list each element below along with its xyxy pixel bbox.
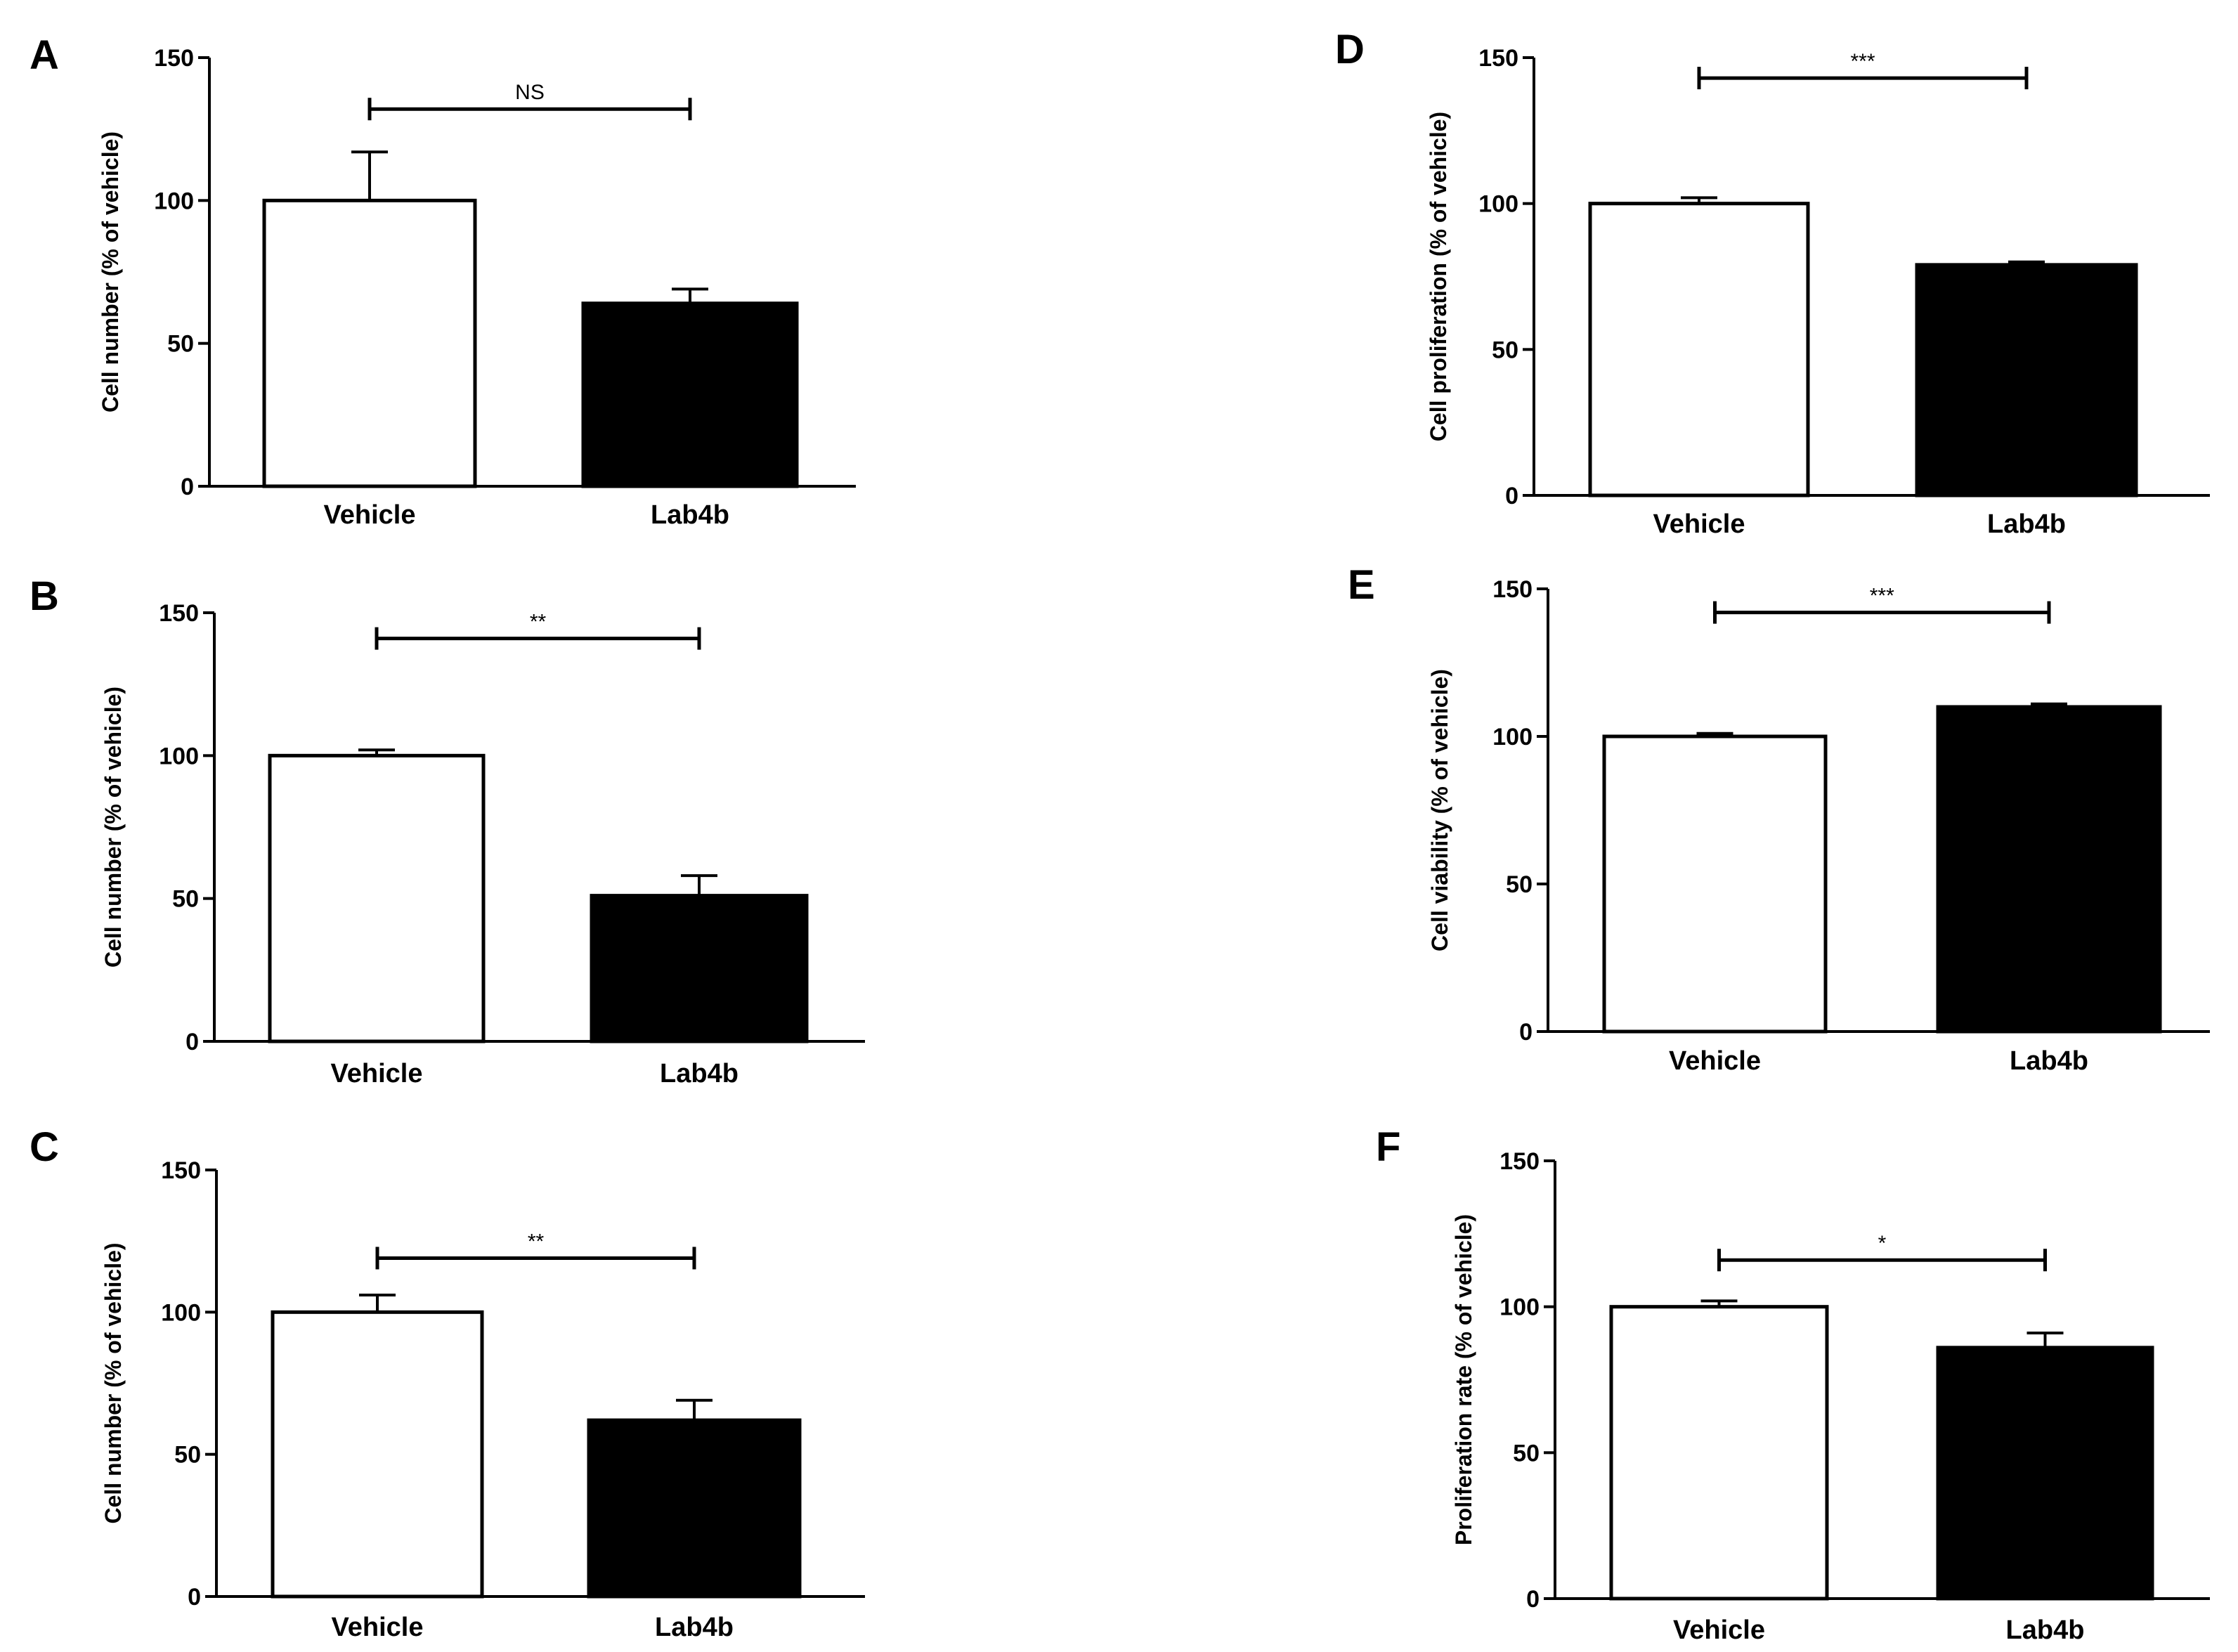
panel-f-ytick-label-50: 50 bbox=[1513, 1440, 1540, 1466]
panel-c-xtick-lab4b: Lab4b bbox=[655, 1613, 734, 1642]
panel-d-sig-label: *** bbox=[1850, 50, 1875, 73]
panel-a-ylabel: Cell number (% of vehicle) bbox=[98, 131, 123, 412]
panel-d-ytick-label-50: 50 bbox=[1492, 337, 1518, 363]
panel-a-ytick-label-0: 0 bbox=[181, 474, 194, 500]
panel-b-ylabel: Cell number (% of vehicle) bbox=[100, 687, 126, 968]
panel-c-ytick-label-150: 150 bbox=[161, 1157, 201, 1184]
panel-a-ytick-label-100: 100 bbox=[154, 188, 194, 214]
panel-e-letter: E bbox=[1348, 562, 1375, 608]
panel-f-xtick-vehicle: Vehicle bbox=[1673, 1615, 1765, 1645]
panel-d-ylabel: Cell proliferation (% of vehicle) bbox=[1426, 112, 1451, 441]
panel-c-bar-vehicle bbox=[271, 1310, 484, 1599]
panel-d-ytick-label-0: 0 bbox=[1505, 483, 1518, 509]
panel-e-xtick-vehicle: Vehicle bbox=[1669, 1046, 1761, 1076]
panel-b: B 0 50 100 150 Cell number (% of vehicle) Vehi… bbox=[30, 573, 865, 1088]
panel-d-bar-lab4b bbox=[1915, 263, 2138, 497]
panel-f-bar-lab4b bbox=[1936, 1346, 2154, 1601]
panel-e-sig-label: *** bbox=[1870, 585, 1894, 608]
panel-c-ylabel: Cell number (% of vehicle) bbox=[100, 1242, 126, 1523]
panel-e-xtick-lab4b: Lab4b bbox=[2010, 1046, 2088, 1076]
panel-b-ytick-label-100: 100 bbox=[159, 743, 199, 769]
panel-d-ytick-label-100: 100 bbox=[1478, 191, 1518, 218]
panel-e-bar-lab4b bbox=[1936, 705, 2162, 1034]
panel-c-ytick-label-50: 50 bbox=[174, 1442, 201, 1469]
panel-b-sig-label: ** bbox=[530, 611, 547, 634]
panel-b-ytick-label-0: 0 bbox=[186, 1029, 199, 1055]
panel-f-ytick-label-100: 100 bbox=[1499, 1294, 1540, 1321]
panel-a: A 0 50 100 150 Cell number (% of vehicle) Vehi… bbox=[30, 32, 856, 530]
panel-a-bar-vehicle bbox=[262, 198, 477, 488]
panel-b-bar-lab4b bbox=[590, 894, 809, 1043]
panel-e-ytick-label-0: 0 bbox=[1519, 1019, 1533, 1046]
panel-e-bar-vehicle bbox=[1602, 734, 1828, 1034]
panel-d-letter: D bbox=[1335, 27, 1365, 72]
panel-e: E 0 50 100 150 Cell viability (% of vehicle) V… bbox=[1348, 562, 2210, 1076]
panel-f-letter: F bbox=[1376, 1124, 1400, 1170]
panel-f-bar-vehicle bbox=[1609, 1305, 1829, 1601]
panel-a-bar-lab4b bbox=[581, 301, 799, 488]
panel-c-xtick-vehicle: Vehicle bbox=[332, 1613, 424, 1642]
panel-c-letter: C bbox=[30, 1124, 59, 1170]
panel-e-ylabel: Cell viability (% of vehicle) bbox=[1427, 669, 1452, 951]
panel-c-ytick-label-100: 100 bbox=[161, 1299, 201, 1326]
panel-f-ytick-label-150: 150 bbox=[1499, 1148, 1540, 1175]
panel-a-xtick-lab4b: Lab4b bbox=[651, 500, 729, 530]
panel-b-ytick-label-50: 50 bbox=[172, 886, 199, 913]
panel-a-letter: A bbox=[30, 32, 59, 78]
panel-f-ytick-label-0: 0 bbox=[1526, 1586, 1540, 1613]
panel-d-ytick-label-150: 150 bbox=[1478, 45, 1518, 72]
panel-f-ylabel: Proliferation rate (% of vehicle) bbox=[1451, 1214, 1476, 1545]
panel-e-ytick-label-100: 100 bbox=[1492, 724, 1533, 750]
panel-c-sig-label: ** bbox=[528, 1230, 545, 1253]
panel-f-sig-label: * bbox=[1878, 1232, 1887, 1255]
panel-f: F 0 50 100 150 Proliferation rate (% of vehic… bbox=[1376, 1124, 2210, 1645]
panel-b-xtick-vehicle: Vehicle bbox=[331, 1059, 423, 1088]
panel-a-sig-label: NS bbox=[515, 81, 545, 104]
panel-e-ytick-label-50: 50 bbox=[1506, 871, 1533, 898]
panel-a-xtick-vehicle: Vehicle bbox=[324, 500, 416, 530]
panel-b-letter: B bbox=[30, 573, 59, 619]
panel-e-ytick-label-150: 150 bbox=[1492, 576, 1533, 603]
panel-a-ytick-label-150: 150 bbox=[154, 45, 194, 72]
panel-b-ytick-label-150: 150 bbox=[159, 600, 199, 627]
panel-d-xtick-vehicle: Vehicle bbox=[1653, 509, 1745, 539]
panel-d: D 0 50 100 150 Cell proliferation (% of vehic… bbox=[1335, 27, 2210, 539]
panel-c: C 0 50 100 150 Cell number (% of vehicle) Vehi… bbox=[30, 1124, 865, 1642]
panel-c-ytick-label-0: 0 bbox=[188, 1584, 201, 1611]
panel-d-bar-vehicle bbox=[1588, 202, 1810, 497]
panel-a-ytick-label-50: 50 bbox=[167, 331, 194, 358]
panel-b-bar-vehicle bbox=[268, 753, 486, 1043]
panel-c-bar-lab4b bbox=[587, 1418, 802, 1599]
panel-d-xtick-lab4b: Lab4b bbox=[1987, 509, 2066, 539]
panel-b-xtick-lab4b: Lab4b bbox=[660, 1059, 739, 1088]
panel-f-xtick-lab4b: Lab4b bbox=[2006, 1615, 2085, 1645]
